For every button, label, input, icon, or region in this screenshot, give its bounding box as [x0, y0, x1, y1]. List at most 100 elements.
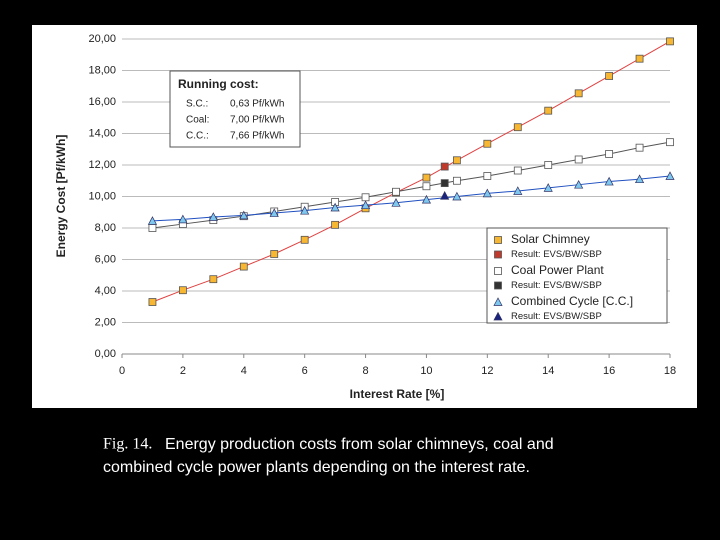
y-tick-label: 4,00 — [95, 285, 116, 297]
marker — [361, 193, 370, 202]
marker — [148, 298, 157, 306]
marker — [604, 176, 614, 186]
y-tick-label: 8,00 — [95, 222, 116, 234]
marker — [666, 37, 674, 46]
marker — [574, 89, 583, 98]
series-line — [152, 40, 671, 303]
marker — [513, 186, 523, 195]
legend-label: Result: EVS/BW/SBP — [511, 280, 602, 291]
running-cost-title: Running cost: — [178, 77, 259, 91]
running-cost-value: 7,66 Pf/kWh — [230, 131, 284, 142]
marker — [178, 214, 188, 224]
marker — [269, 208, 279, 217]
marker — [483, 139, 492, 148]
marker — [440, 190, 450, 200]
marker — [452, 176, 461, 185]
y-tick-label: 6,00 — [95, 253, 116, 265]
x-tick-label: 0 — [119, 365, 125, 377]
y-tick-label: 18,00 — [88, 64, 116, 76]
marker — [482, 188, 492, 198]
marker — [422, 182, 431, 191]
marker — [270, 250, 279, 258]
marker — [209, 275, 218, 284]
y-tick-label: 14,00 — [88, 127, 116, 139]
running-cost-key: C.C.: — [186, 131, 209, 142]
marker — [360, 200, 371, 210]
y-tick-label: 10,00 — [88, 190, 116, 202]
caption-line: Energy production costs from solar chimn… — [165, 436, 554, 453]
series-line — [152, 141, 671, 229]
running-cost-key: S.C.: — [186, 99, 208, 110]
x-tick-label: 16 — [603, 365, 615, 377]
marker — [147, 216, 158, 225]
x-tick-label: 18 — [664, 365, 676, 377]
marker — [300, 205, 310, 215]
x-tick-label: 12 — [481, 365, 493, 377]
y-tick-label: 12,00 — [88, 159, 116, 171]
running-cost-value: 0,63 Pf/kWh — [230, 99, 284, 110]
x-tick-label: 2 — [180, 365, 186, 377]
marker — [239, 210, 249, 220]
legend-label: Result: EVS/BW/SBP — [511, 311, 602, 322]
y-axis-label: Energy Cost [Pf/kWh] — [54, 135, 68, 258]
marker — [483, 172, 492, 180]
marker — [494, 267, 502, 275]
marker — [391, 198, 401, 207]
marker — [513, 166, 522, 175]
marker — [493, 311, 503, 321]
marker — [574, 179, 584, 189]
legend-label: Result: EVS/BW/SBP — [511, 249, 602, 260]
marker — [494, 236, 502, 244]
marker — [665, 171, 675, 180]
y-tick-label: 16,00 — [88, 96, 116, 108]
marker — [544, 106, 553, 115]
marker — [452, 156, 461, 165]
marker — [148, 224, 157, 232]
marker — [635, 143, 644, 152]
marker — [493, 297, 503, 306]
y-tick-label: 20,00 — [88, 33, 116, 45]
running-cost-box — [169, 70, 301, 148]
y-tick-label: 0,00 — [95, 348, 116, 360]
marker — [574, 155, 583, 164]
x-axis-label: Interest Rate [%] — [350, 387, 445, 401]
marker — [392, 187, 400, 196]
marker — [330, 202, 340, 212]
marker — [605, 150, 614, 158]
marker — [634, 174, 645, 184]
marker — [494, 281, 502, 290]
marker — [440, 179, 449, 188]
running-cost-key: Coal: — [186, 115, 209, 126]
marker — [178, 286, 187, 295]
x-tick-label: 6 — [302, 365, 308, 377]
marker — [605, 72, 614, 80]
marker — [452, 191, 462, 201]
marker — [543, 183, 553, 192]
caption-line: combined cycle power plants depending on… — [103, 459, 530, 476]
series-line — [152, 175, 671, 222]
legend-label: Solar Chimney — [511, 232, 590, 246]
marker — [208, 212, 218, 221]
x-tick-label: 14 — [542, 365, 554, 377]
running-cost-value: 7,00 Pf/kWh — [230, 115, 284, 126]
marker — [635, 54, 644, 63]
legend-label: Combined Cycle [C.C.] — [511, 294, 633, 308]
marker — [300, 235, 309, 244]
caption-label: Fig. 14. — [103, 436, 152, 453]
x-tick-label: 8 — [362, 365, 368, 377]
marker — [422, 173, 431, 182]
x-tick-label: 10 — [420, 365, 432, 377]
marker — [239, 262, 248, 271]
marker — [494, 250, 502, 259]
y-tick-label: 2,00 — [95, 316, 116, 328]
x-tick-label: 4 — [241, 365, 247, 377]
marker — [331, 220, 340, 229]
legend-box — [486, 227, 668, 324]
marker — [421, 194, 432, 204]
marker — [440, 162, 449, 171]
marker — [666, 138, 674, 147]
marker — [544, 161, 553, 169]
legend-label: Coal Power Plant — [511, 263, 604, 277]
